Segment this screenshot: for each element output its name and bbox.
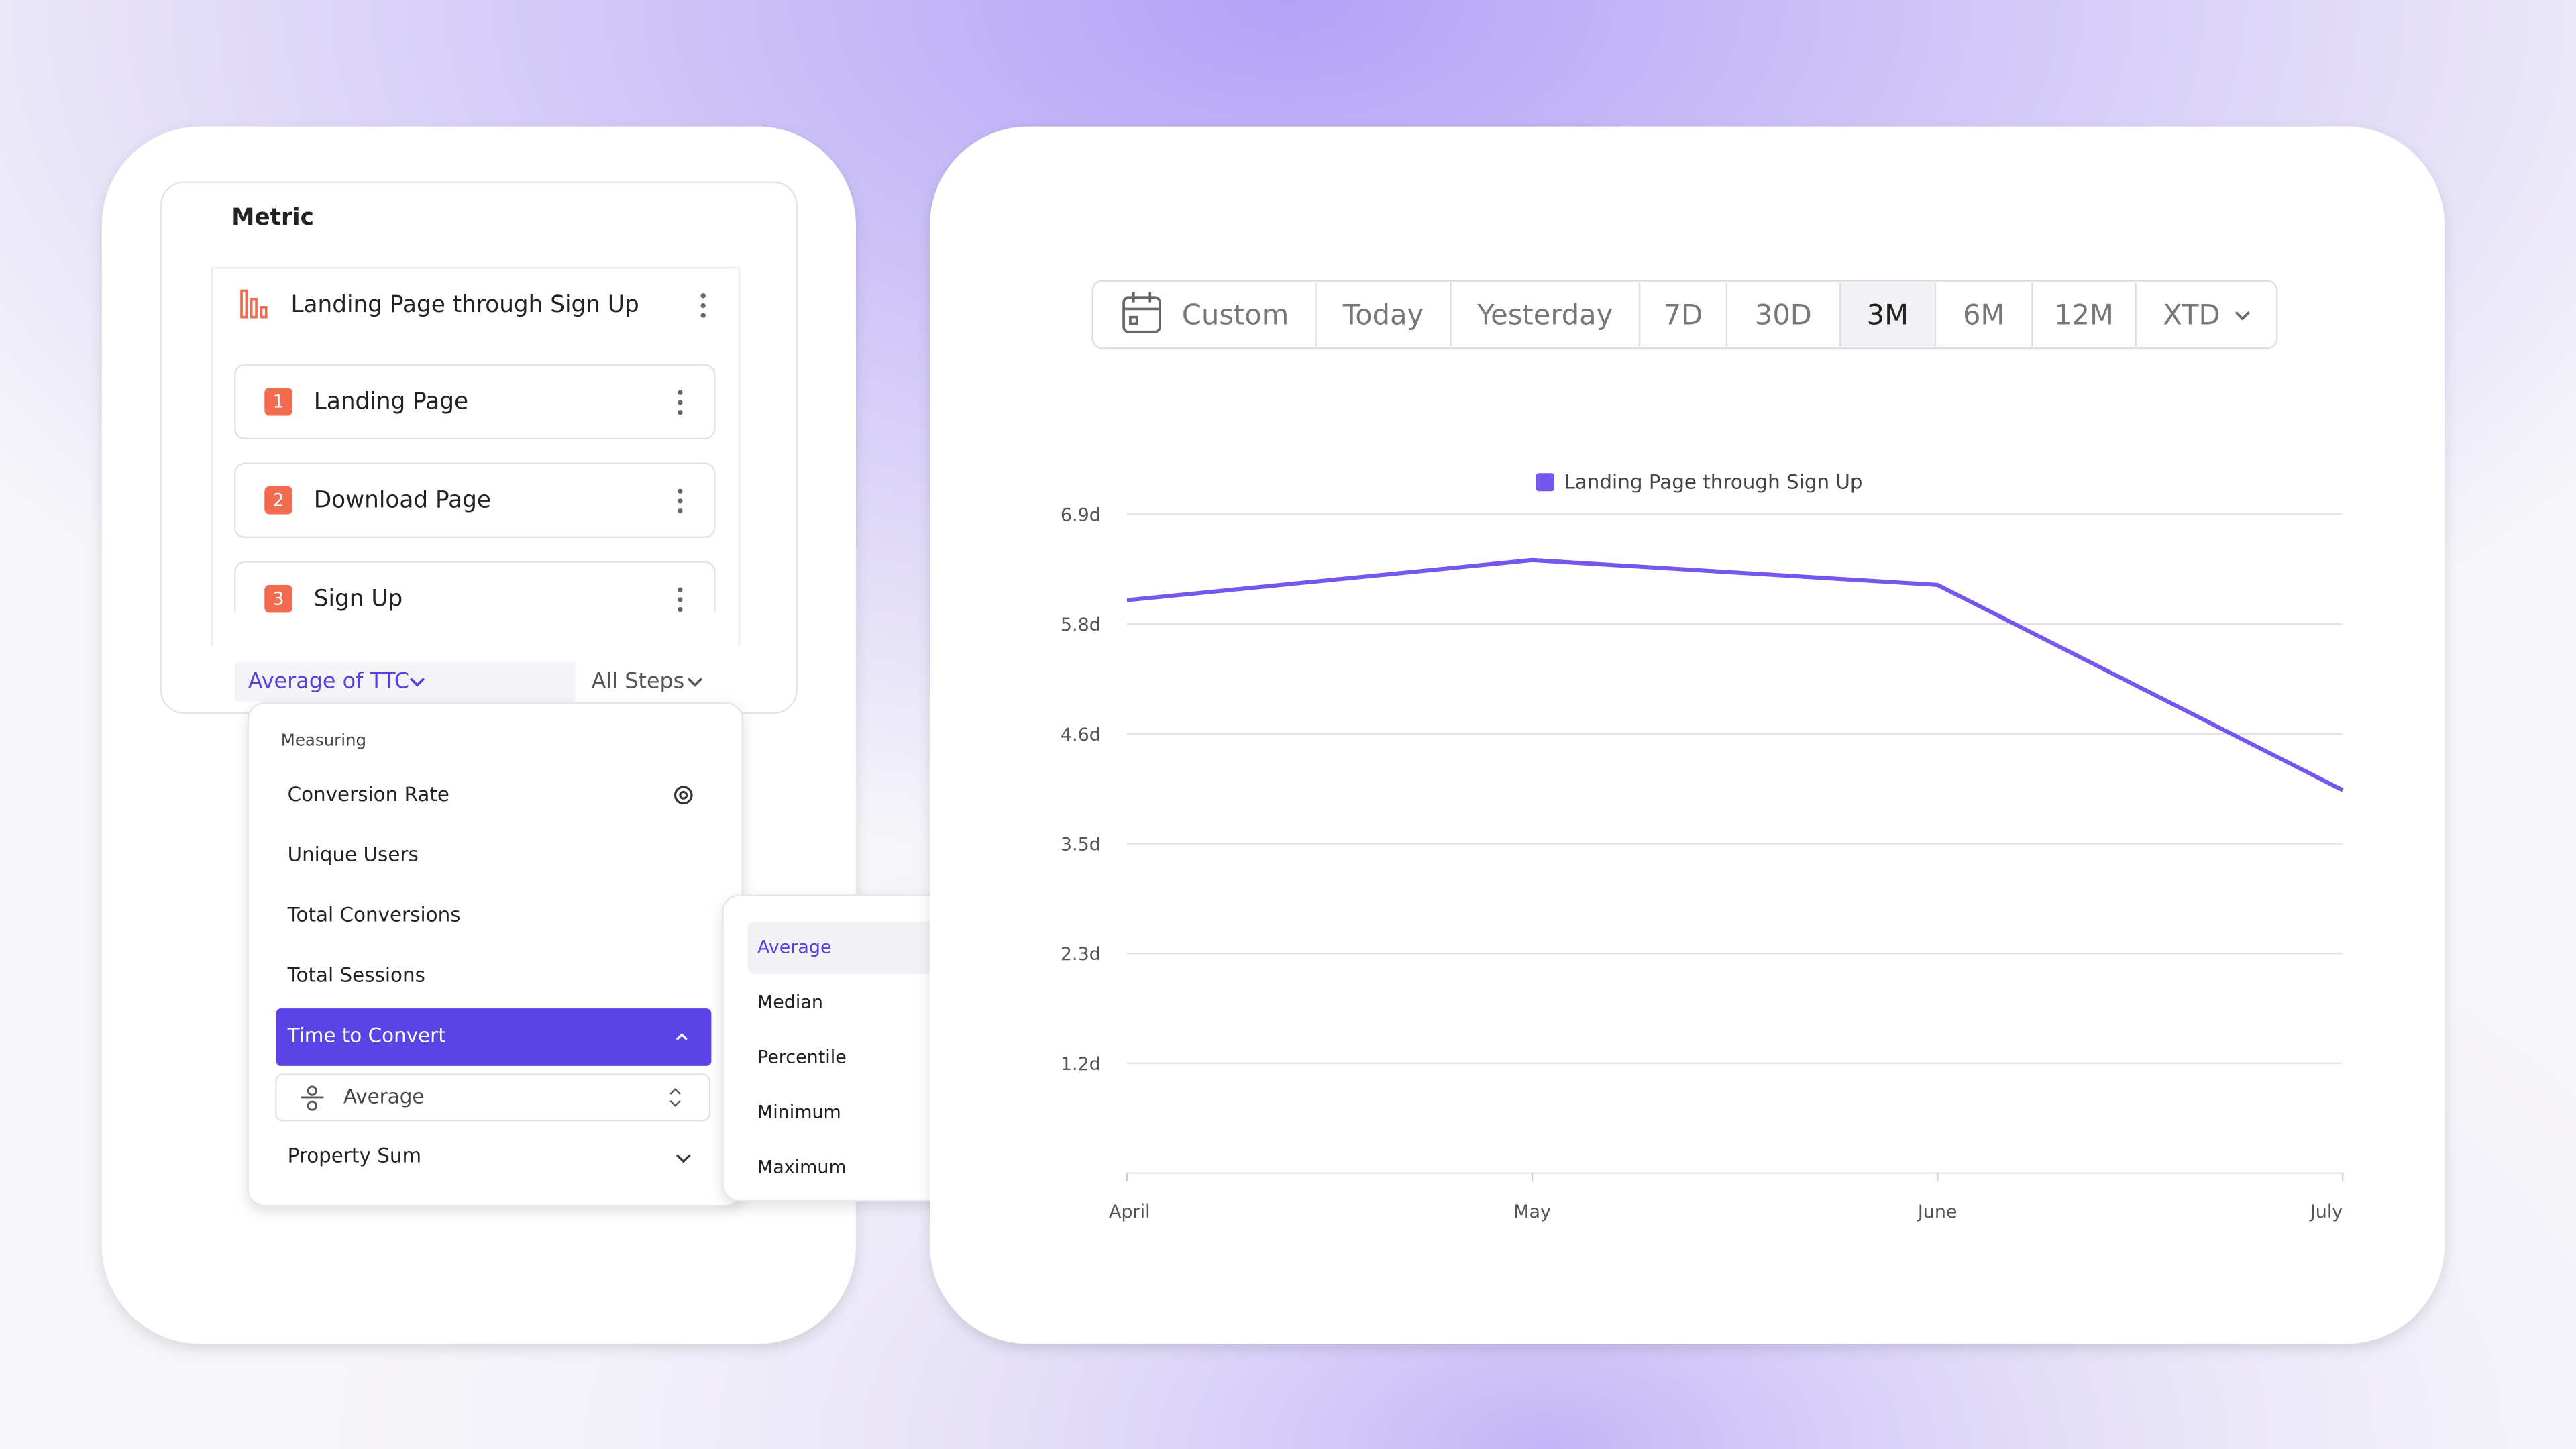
x-tick-label: May — [1513, 1201, 1551, 1222]
funnel-icon — [240, 289, 268, 319]
range-option[interactable]: Yesterday — [1477, 299, 1613, 331]
settings-icon[interactable] — [674, 786, 693, 805]
funnel-title[interactable]: Landing Page through Sign Up — [290, 291, 639, 318]
step-label: Download Page — [314, 486, 491, 513]
range-option[interactable]: XTD — [2163, 299, 2220, 331]
kebab-dot[interactable] — [678, 410, 683, 415]
menu-item[interactable]: Total Conversions — [287, 904, 461, 926]
date-range-bar — [1091, 280, 2278, 350]
kebab-dot[interactable] — [678, 508, 683, 514]
highlight — [747, 921, 966, 975]
legend-swatch — [1536, 473, 1554, 492]
menu-item[interactable]: Median — [757, 992, 823, 1013]
kebab[interactable] — [700, 293, 706, 318]
aggregation-icon — [301, 1085, 324, 1111]
data-line — [1126, 557, 2344, 792]
menu-item[interactable]: Unique Users — [288, 843, 419, 866]
measuring-menu — [247, 702, 744, 1207]
chevron — [676, 1154, 691, 1163]
kebab-dot[interactable] — [678, 587, 683, 592]
chevron — [676, 1033, 688, 1040]
chevron — [409, 678, 425, 687]
legend-label: Landing Page through Sign Up — [1564, 471, 1862, 494]
selected-item — [276, 1008, 712, 1066]
y-tick-label: 2.3d — [1061, 944, 1101, 965]
kebab-dot[interactable] — [678, 488, 683, 494]
step-label: Landing Page — [314, 388, 468, 415]
step-badge — [264, 486, 292, 515]
range-option[interactable]: 6M — [1963, 299, 2004, 331]
range-option[interactable]: 3M — [1867, 299, 1909, 331]
menu-item[interactable]: Total Sessions — [287, 963, 425, 986]
y-tick-label: 5.8d — [1061, 614, 1101, 635]
steps-button[interactable]: All Steps — [592, 667, 685, 693]
range-option[interactable]: Today — [1342, 299, 1424, 331]
measure-button[interactable]: Average of TTC — [248, 667, 409, 693]
step-number: 1 — [273, 392, 284, 413]
kebab-dot[interactable] — [678, 390, 683, 395]
x-tick-label: July — [2309, 1201, 2343, 1222]
step-label: Sign Up — [314, 585, 402, 612]
chevron — [2235, 311, 2250, 321]
menu-item[interactable]: Property Sum — [288, 1144, 422, 1167]
step-number: 3 — [273, 588, 284, 609]
range-option[interactable]: 7D — [1664, 299, 1703, 331]
y-tick-label: 6.9d — [1061, 504, 1101, 525]
menu-item[interactable]: Average — [757, 937, 832, 958]
select-arrows — [669, 1087, 681, 1107]
menu-item[interactable]: Time to Convert — [287, 1024, 446, 1046]
range-option[interactable]: Custom — [1182, 299, 1289, 331]
calendar-icon — [1122, 292, 1161, 333]
range-option[interactable]: 30D — [1755, 299, 1812, 331]
x-tick-label: June — [1917, 1201, 1957, 1222]
step-card[interactable] — [233, 462, 716, 539]
kebab-dot[interactable] — [678, 400, 683, 405]
aggregation-value: Average — [343, 1085, 425, 1108]
y-tick-label: 4.6d — [1061, 724, 1101, 745]
kebab-dot[interactable] — [678, 606, 683, 612]
kebab-dot[interactable] — [678, 498, 683, 504]
step-number: 2 — [273, 490, 284, 511]
kebab-dot[interactable] — [678, 597, 683, 602]
chevron — [687, 678, 703, 687]
metric-heading: Metric — [231, 204, 314, 231]
y-tick-label: 3.5d — [1061, 835, 1101, 855]
menu-item[interactable]: Percentile — [757, 1047, 847, 1068]
menu-heading: Measuring — [281, 730, 366, 749]
step-badge — [264, 387, 292, 416]
active-range — [1839, 282, 1935, 347]
right-card — [930, 126, 2445, 1344]
step-card[interactable] — [233, 364, 716, 440]
x-tick-label: April — [1109, 1201, 1150, 1222]
menu-item[interactable]: Minimum — [757, 1102, 841, 1123]
menu-item[interactable]: Conversion Rate — [288, 783, 449, 806]
measure-button-bg — [235, 661, 576, 702]
menu-item[interactable]: Maximum — [757, 1157, 847, 1178]
aggregation-select[interactable] — [275, 1073, 711, 1122]
fade — [213, 612, 738, 653]
step-badge — [264, 584, 292, 613]
y-tick-label: 1.2d — [1061, 1054, 1101, 1075]
range-option[interactable]: 12M — [2054, 299, 2114, 331]
